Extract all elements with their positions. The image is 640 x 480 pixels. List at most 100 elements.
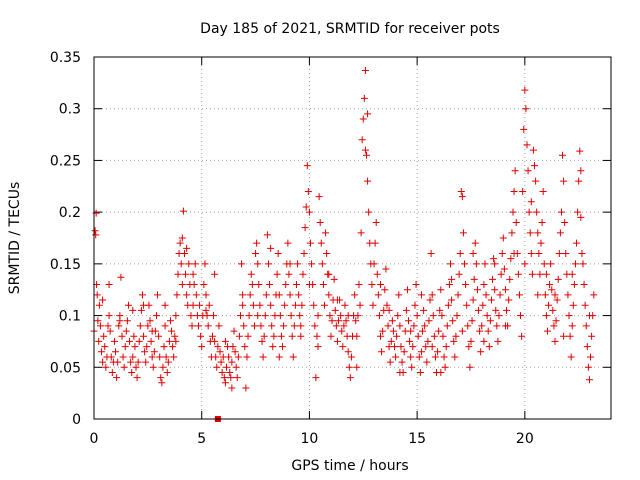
data-point: [287, 312, 295, 320]
data-point: [110, 337, 118, 345]
data-point: [490, 255, 498, 263]
data-point: [196, 301, 204, 309]
data-point: [536, 270, 544, 278]
data-point: [393, 332, 401, 340]
data-point: [493, 322, 501, 330]
data-point: [239, 301, 247, 309]
data-point: [427, 250, 435, 258]
data-point: [539, 187, 547, 195]
data-point: [407, 327, 415, 335]
data-point: [339, 343, 347, 351]
data-point: [188, 322, 196, 330]
data-point: [371, 239, 379, 247]
data-point: [277, 332, 285, 340]
data-point: [361, 146, 369, 154]
data-point: [191, 260, 199, 268]
data-point: [391, 343, 399, 351]
data-point: [301, 224, 309, 232]
data-point: [396, 368, 404, 376]
data-point: [369, 301, 377, 309]
y-tick-label: 0.1: [59, 309, 81, 325]
data-point: [178, 281, 186, 289]
data-point: [249, 301, 257, 309]
data-point: [486, 317, 494, 325]
data-point: [528, 270, 536, 278]
data-point: [566, 332, 574, 340]
data-point: [527, 250, 535, 258]
data-point: [332, 322, 340, 330]
data-point: [178, 234, 186, 242]
data-point: [501, 322, 509, 330]
data-point: [551, 337, 559, 345]
data-point: [571, 260, 579, 268]
data-point: [364, 110, 372, 118]
data-point: [189, 270, 197, 278]
y-tick-label: 0.35: [50, 50, 81, 66]
data-point: [537, 239, 545, 247]
data-point: [194, 322, 202, 330]
y-tick-label: 0.3: [59, 102, 81, 118]
data-point: [583, 343, 591, 351]
data-point: [547, 260, 555, 268]
data-point: [560, 332, 568, 340]
data-point: [342, 317, 350, 325]
data-point: [236, 312, 244, 320]
data-point: [226, 368, 234, 376]
data-point: [232, 363, 240, 371]
data-point: [370, 260, 378, 268]
data-point: [328, 317, 336, 325]
data-point: [198, 343, 206, 351]
data-point: [156, 353, 164, 361]
data-point: [113, 374, 121, 382]
data-point: [529, 146, 537, 154]
data-point: [476, 327, 484, 335]
data-point: [520, 125, 528, 133]
data-point: [247, 270, 255, 278]
data-point: [564, 291, 572, 299]
data-point: [208, 332, 216, 340]
data-point: [358, 136, 366, 144]
data-point: [579, 260, 587, 268]
data-point: [417, 348, 425, 356]
data-point: [282, 281, 290, 289]
data-point: [244, 332, 252, 340]
data-point: [210, 312, 218, 320]
data-point: [507, 255, 515, 263]
data-point: [300, 250, 308, 258]
data-point: [112, 348, 120, 356]
data-point: [312, 374, 320, 382]
data-point: [100, 332, 108, 340]
data-point: [565, 312, 573, 320]
data-point: [423, 358, 431, 366]
data-point: [541, 291, 549, 299]
data-point: [546, 281, 554, 289]
data-point: [256, 301, 264, 309]
data-point: [205, 301, 213, 309]
data-point: [296, 312, 304, 320]
data-point: [234, 353, 242, 361]
data-point: [246, 291, 254, 299]
data-point: [533, 208, 541, 216]
data-point: [117, 273, 125, 281]
x-tick-label: 15: [408, 431, 426, 447]
data-point: [308, 260, 316, 268]
data-point: [202, 291, 210, 299]
data-point: [105, 281, 113, 289]
data-point: [448, 296, 456, 304]
data-point: [365, 208, 373, 216]
data-point: [338, 327, 346, 335]
data-point: [158, 379, 166, 387]
y-tick-label: 0.25: [50, 153, 81, 169]
data-point: [254, 260, 262, 268]
data-point: [319, 281, 327, 289]
data-point: [295, 291, 303, 299]
data-point: [183, 244, 191, 252]
data-point: [442, 343, 450, 351]
data-point: [582, 322, 590, 330]
data-point: [92, 231, 100, 239]
data-point: [412, 281, 420, 289]
data-point: [411, 301, 419, 309]
data-point: [538, 218, 546, 226]
data-point: [273, 270, 281, 278]
axis-ticks: 0 0.05 0.1 0.15 0.2 0.25 0.3 0.35 0 5 10 15 20: [50, 50, 611, 447]
